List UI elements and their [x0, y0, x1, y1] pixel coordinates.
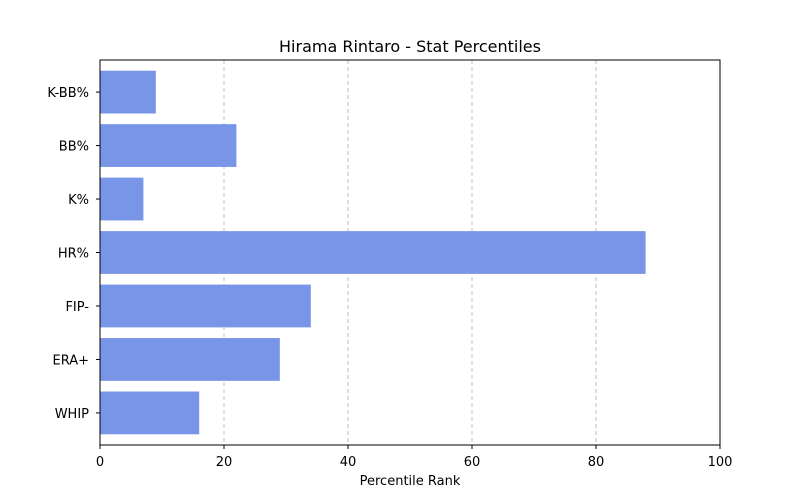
bar-era-	[100, 338, 280, 381]
chart-title: Hirama Rintaro - Stat Percentiles	[279, 37, 541, 56]
bar-bb-	[100, 124, 237, 167]
y-tick-label: K%	[68, 193, 89, 208]
y-tick-label: HR%	[58, 247, 89, 262]
y-tick-label: BB%	[59, 140, 89, 155]
bar-hr-	[100, 231, 646, 274]
y-tick-label: K-BB%	[47, 86, 89, 101]
x-axis-label: Percentile Rank	[360, 474, 461, 489]
x-tick-label: 100	[708, 455, 733, 470]
x-axis-ticks: 0 20 40 60 80 100	[96, 445, 733, 470]
bar-whip	[100, 391, 200, 435]
y-tick-label: WHIP	[55, 407, 89, 422]
x-tick-label: 0	[96, 455, 104, 470]
x-tick-label: 80	[588, 455, 605, 470]
bars	[100, 70, 646, 435]
x-tick-label: 60	[464, 455, 481, 470]
x-tick-label: 40	[340, 455, 357, 470]
y-tick-label: ERA+	[52, 353, 89, 368]
bar-k-bb-	[100, 70, 156, 114]
x-tick-label: 20	[216, 455, 233, 470]
y-axis-ticks: WHIP ERA+ FIP- HR% K% BB% K-BB%	[47, 86, 100, 422]
bar-k-	[100, 177, 144, 221]
bar-fip-	[100, 284, 311, 328]
y-tick-label: FIP-	[65, 300, 89, 315]
